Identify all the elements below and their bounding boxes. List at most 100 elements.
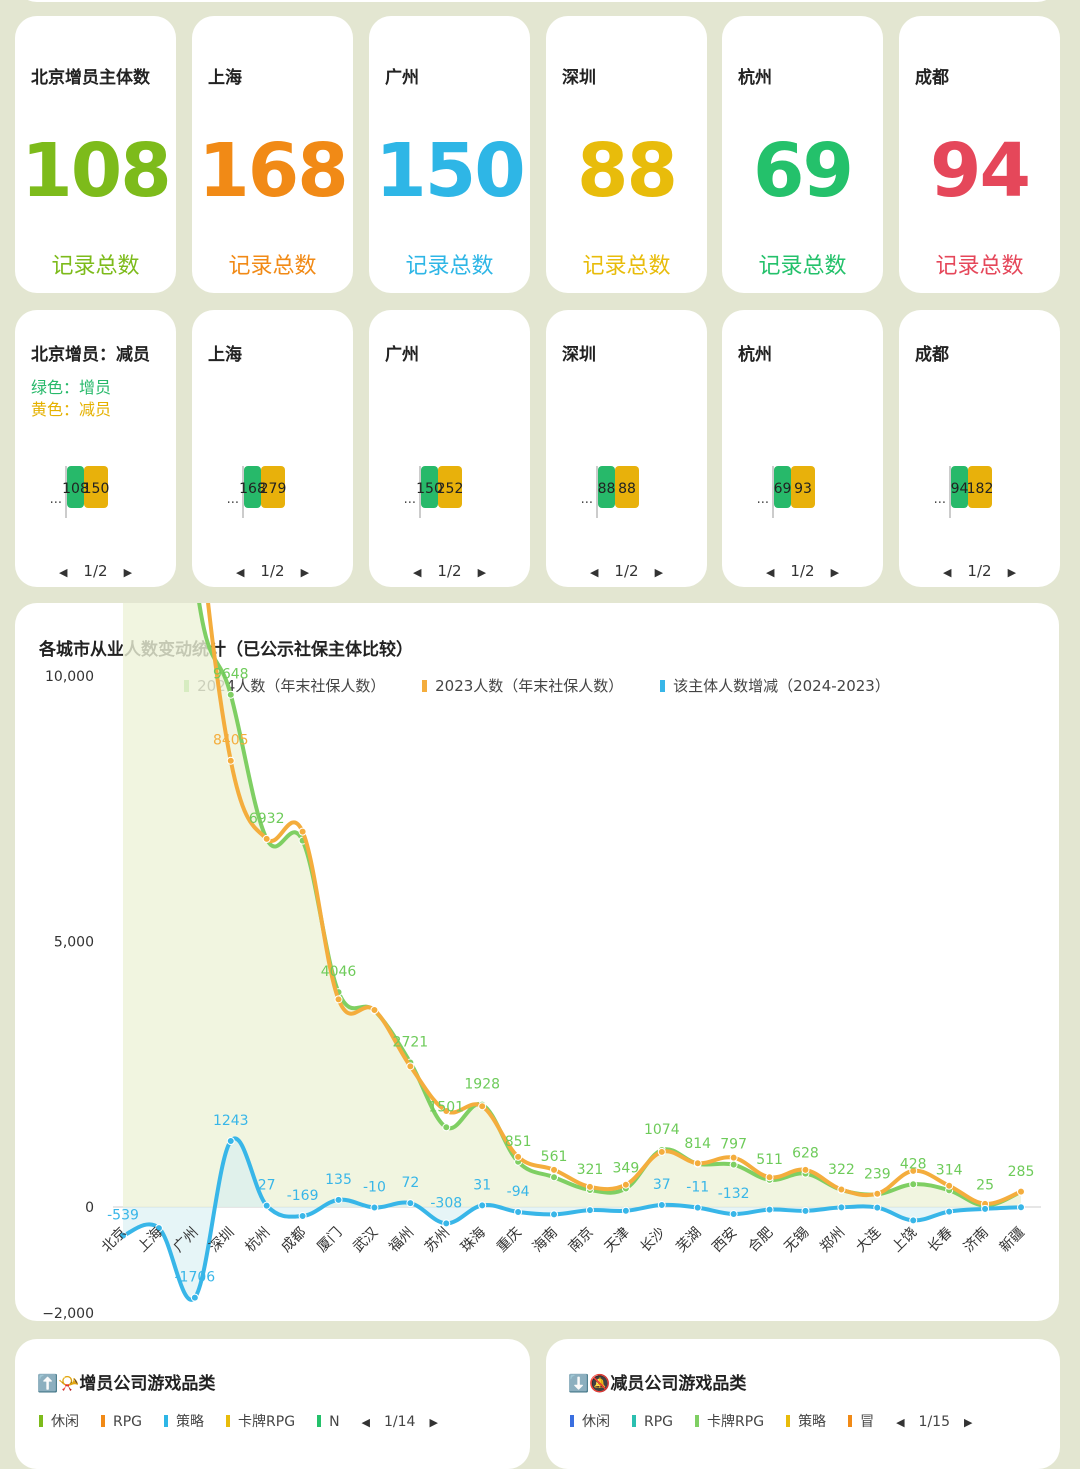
- data-point[interactable]: [729, 1153, 738, 1162]
- mini-chart-card: 北京增员：减员 绿色：增员 黄色：减员... 108 150 ◀ 1/2 ▶: [15, 310, 176, 587]
- next-page-icon[interactable]: ▶: [654, 566, 664, 579]
- data-point[interactable]: [693, 1203, 702, 1212]
- next-page-icon[interactable]: ▶: [963, 1416, 973, 1429]
- prev-page-icon[interactable]: ◀: [896, 1416, 905, 1429]
- next-page-icon[interactable]: ▶: [477, 566, 487, 579]
- next-page-icon[interactable]: ▶: [300, 566, 310, 579]
- data-point[interactable]: [550, 1173, 559, 1182]
- data-point[interactable]: [226, 756, 235, 765]
- data-point[interactable]: [873, 1203, 882, 1212]
- prev-page-icon[interactable]: ◀: [361, 1416, 371, 1429]
- prev-page-icon[interactable]: ◀: [765, 566, 775, 579]
- next-page-icon[interactable]: ▶: [1007, 566, 1017, 579]
- data-point[interactable]: [801, 1165, 810, 1174]
- data-point[interactable]: [621, 1180, 630, 1189]
- legend-item[interactable]: RPG: [632, 1414, 673, 1430]
- data-point[interactable]: [370, 1005, 379, 1014]
- data-point[interactable]: [298, 1211, 307, 1220]
- data-point[interactable]: [873, 1189, 882, 1198]
- increase-bar[interactable]: [421, 466, 438, 508]
- prev-page-icon[interactable]: ◀: [589, 566, 599, 579]
- data-point[interactable]: [837, 1185, 846, 1194]
- decrease-bar[interactable]: [615, 466, 639, 508]
- data-point[interactable]: [119, 1231, 127, 1240]
- data-point[interactable]: [262, 834, 271, 843]
- legend-item[interactable]: 卡牌RPG: [226, 1414, 295, 1430]
- data-label: 1928: [464, 1077, 500, 1093]
- x-tick-label: 成都: [278, 1225, 309, 1256]
- increase-bar[interactable]: [598, 466, 615, 508]
- data-point[interactable]: [1017, 1187, 1025, 1196]
- prev-page-icon[interactable]: ◀: [412, 566, 422, 579]
- legend-item[interactable]: 策略: [164, 1414, 204, 1430]
- data-point[interactable]: [837, 1203, 846, 1212]
- legend-item[interactable]: 策略: [786, 1414, 826, 1430]
- data-point[interactable]: [262, 1201, 271, 1210]
- data-point[interactable]: [585, 1206, 594, 1215]
- data-label: 6932: [249, 811, 285, 827]
- data-point[interactable]: [442, 1123, 451, 1132]
- legend-item-2023[interactable]: 2023人数（年末社保人数）: [422, 677, 623, 695]
- data-point[interactable]: [514, 1152, 523, 1161]
- legend-item[interactable]: 休闲: [39, 1414, 79, 1430]
- data-point[interactable]: [945, 1207, 954, 1216]
- data-point[interactable]: [765, 1205, 774, 1214]
- legend-item[interactable]: N: [317, 1414, 340, 1430]
- decrease-bar[interactable]: [438, 466, 462, 508]
- data-point[interactable]: [550, 1165, 559, 1174]
- data-point[interactable]: [909, 1166, 918, 1175]
- next-page-icon[interactable]: ▶: [429, 1416, 438, 1429]
- data-point[interactable]: [514, 1207, 523, 1216]
- prev-page-icon[interactable]: ◀: [235, 566, 245, 579]
- data-point[interactable]: [765, 1173, 774, 1182]
- data-point[interactable]: [226, 690, 235, 699]
- data-label: 814: [684, 1136, 711, 1152]
- data-point[interactable]: [478, 1102, 487, 1111]
- data-point[interactable]: [729, 1160, 738, 1169]
- legend-item-delta[interactable]: 该主体人数增减（2024-2023）: [660, 677, 890, 695]
- data-point[interactable]: [442, 1219, 451, 1228]
- data-point[interactable]: [334, 1195, 343, 1204]
- data-point[interactable]: [370, 1203, 379, 1212]
- next-page-icon[interactable]: ▶: [830, 566, 840, 579]
- data-point[interactable]: [226, 1136, 235, 1145]
- data-point[interactable]: [190, 1293, 199, 1302]
- data-point[interactable]: [621, 1206, 630, 1215]
- data-point[interactable]: [945, 1181, 954, 1190]
- data-point[interactable]: [298, 827, 307, 836]
- data-point[interactable]: [406, 1199, 415, 1208]
- data-point[interactable]: [657, 1201, 666, 1210]
- decrease-label: 279: [260, 481, 287, 497]
- next-page-icon[interactable]: ▶: [123, 566, 133, 579]
- increase-bar[interactable]: [67, 466, 84, 508]
- data-point[interactable]: [1017, 1203, 1025, 1212]
- data-point[interactable]: [909, 1216, 918, 1225]
- prev-page-icon[interactable]: ◀: [942, 566, 952, 579]
- increase-bar[interactable]: [774, 466, 791, 508]
- data-point[interactable]: [478, 1201, 487, 1210]
- data-point[interactable]: [909, 1180, 918, 1189]
- decrease-bar[interactable]: [791, 466, 815, 508]
- data-point[interactable]: [442, 1106, 451, 1115]
- legend-item[interactable]: 卡牌RPG: [695, 1414, 764, 1430]
- data-point[interactable]: [801, 1206, 810, 1215]
- data-point[interactable]: [981, 1204, 990, 1213]
- decrease-bar[interactable]: [261, 466, 285, 508]
- legend-item[interactable]: RPG: [101, 1414, 142, 1430]
- data-point[interactable]: [334, 995, 343, 1004]
- data-point[interactable]: [406, 1062, 415, 1071]
- prev-page-icon[interactable]: ◀: [58, 566, 68, 579]
- data-point[interactable]: [657, 1147, 666, 1156]
- stat-subtitle: 记录总数: [405, 254, 494, 279]
- decrease-bar[interactable]: [84, 466, 108, 508]
- legend-item[interactable]: 冒: [848, 1414, 874, 1430]
- data-point[interactable]: [729, 1210, 738, 1219]
- data-point[interactable]: [585, 1182, 594, 1191]
- data-point[interactable]: [550, 1210, 559, 1219]
- decrease-bar[interactable]: [968, 466, 992, 508]
- data-point[interactable]: [154, 1224, 163, 1233]
- increase-bar[interactable]: [244, 466, 261, 508]
- data-point[interactable]: [693, 1159, 702, 1168]
- legend-item[interactable]: 休闲: [570, 1414, 610, 1430]
- increase-bar[interactable]: [951, 466, 968, 508]
